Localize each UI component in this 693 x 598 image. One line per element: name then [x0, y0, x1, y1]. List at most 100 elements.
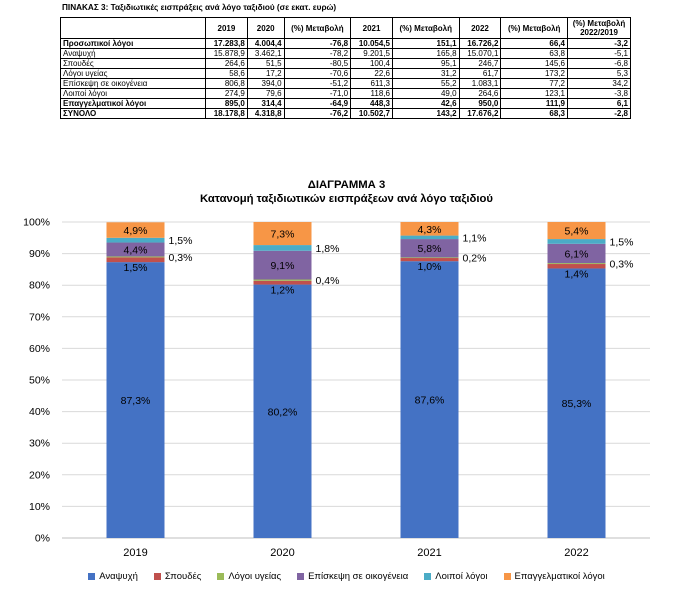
data-label: 9,1%: [271, 260, 295, 272]
data-label: 0,3%: [169, 252, 193, 264]
data-label: 7,3%: [271, 229, 295, 241]
data-label: 0,4%: [316, 275, 340, 287]
legend-label: Επίσκεψη σε οικογένεια: [308, 571, 409, 582]
bar-segment: [400, 261, 459, 538]
bar-segment: [253, 279, 312, 281]
legend-swatch: [153, 573, 161, 580]
y-tick-label: 70%: [29, 311, 50, 323]
data-label: 5,4%: [565, 226, 589, 238]
data-label: 80,2%: [268, 406, 298, 418]
table-row: Λόγοι υγείας 58,6 17,2 -70,6 22,6 31,2 61,7 173…: [60, 68, 631, 79]
legend-swatch: [88, 573, 96, 580]
x-tick-label: 2022: [564, 547, 588, 559]
bar-segment: [400, 222, 459, 236]
table-row: Αναψυχή 15.878,9 3.462,1 -78,2 9.201,5 165,8 1…: [60, 48, 631, 59]
bar-segment: [400, 235, 459, 240]
bar-segment: [400, 258, 459, 262]
legend-item: Επαγγελματικοί λόγοι: [503, 571, 605, 582]
bar-segment: [106, 222, 165, 238]
bar-segment: [106, 262, 165, 538]
legend-label: Λοιποί λόγοι: [435, 571, 488, 582]
bar-segment: [106, 237, 165, 243]
table-cell: 18.178,8: [205, 108, 248, 119]
bar-segment: [253, 250, 312, 280]
legend-label: Λόγοι υγείας: [228, 571, 282, 582]
data-label: 4,9%: [124, 225, 148, 237]
data-label: 1,1%: [463, 232, 487, 244]
data-label: 87,3%: [121, 395, 151, 407]
bar-segment: [547, 264, 606, 269]
table-row: ΣΥΝΟΛΟ 18.178,8 4.318,8 -76,2 10.502,7 143,2 1…: [60, 108, 631, 119]
data-label: 1,5%: [610, 236, 634, 248]
legend-swatch: [424, 573, 432, 580]
bar-segment: [547, 222, 606, 240]
table-row: Επαγγελματικοί λόγοι 895,0 314,4 -64,9 448,3…: [60, 98, 631, 109]
row-label: ΣΥΝΟΛΟ: [60, 108, 206, 119]
x-tick-label: 2021: [417, 547, 441, 559]
legend-label: Αναψυχή: [99, 571, 138, 582]
legend-item: Λόγοι υγείας: [217, 571, 281, 582]
bar-segment: [547, 243, 606, 264]
table-body: Προσωπικοί λόγοι 17.283,8 4.004,4 -76,8 10.0…: [60, 38, 631, 119]
y-tick-label: 50%: [29, 375, 50, 387]
y-tick-label: 0%: [35, 533, 50, 545]
y-tick-label: 40%: [29, 406, 50, 418]
bar-segment: [106, 242, 165, 257]
data-label: 0,2%: [463, 253, 487, 265]
data-label: 4,4%: [124, 244, 148, 256]
bar-segment: [253, 222, 312, 246]
legend-item: Επίσκεψη σε οικογένεια: [297, 571, 408, 582]
y-tick-label: 60%: [29, 343, 50, 355]
data-label: 1,5%: [124, 262, 148, 274]
table-header-row: 2019 2020 (%) Μεταβολή 2021 (%) Μεταβολή…: [60, 17, 631, 39]
x-tick-label: 2019: [123, 547, 147, 559]
x-tick-label: 2020: [270, 547, 294, 559]
table-header-cell: 2022: [458, 17, 502, 39]
bar-segment: [400, 239, 459, 258]
receipts-table: 2019 2020 (%) Μεταβολή 2021 (%) Μεταβολή…: [60, 17, 631, 119]
chart-legend: Αναψυχή Σπουδές Λόγοι υγείας Επίσκεψη σε οι…: [0, 571, 693, 582]
chart-title: ΔΙΑΓΡΑΜΜΑ 3: [307, 179, 386, 191]
legend-item: Αναψυχή: [88, 571, 138, 582]
y-tick-label: 80%: [29, 280, 50, 292]
data-label: 1,2%: [271, 285, 295, 297]
table-row: Σπουδές 264,6 51,5 -80,5 100,4 95,1 246,7 145,6…: [60, 58, 631, 69]
bar-segment: [547, 239, 606, 244]
table-title: ΠΙΝΑΚΑΣ 3: Ταξιδιωτικές εισπράξεις ανά λ…: [62, 3, 337, 12]
legend-label: Επαγγελματικοί λόγοι: [514, 571, 605, 582]
y-tick-label: 100%: [23, 217, 50, 229]
legend-swatch: [297, 573, 305, 580]
bar-segment: [547, 263, 606, 265]
data-label: 1,4%: [565, 268, 589, 280]
y-tick-label: 20%: [29, 469, 50, 481]
table-cell: 17.676,2: [458, 108, 502, 119]
bar-segment: [400, 257, 459, 259]
data-label: 87,6%: [415, 395, 445, 407]
chart-subtitle: Κατανομή ταξιδιωτικών εισπράξεων ανά λόγ…: [200, 193, 493, 205]
data-label: 85,3%: [562, 398, 592, 410]
bar-segment: [253, 245, 312, 251]
y-tick-label: 10%: [29, 501, 50, 513]
bar-segment: [253, 284, 312, 538]
table-cell: 10.502,7: [350, 108, 393, 119]
legend-item: Λοιποί λόγοι: [424, 571, 488, 582]
data-label: 5,8%: [418, 243, 442, 255]
legend-label: Σπουδές: [164, 571, 202, 582]
bar-segment: [106, 257, 165, 263]
legend-swatch: [217, 573, 225, 580]
data-label: 1,0%: [418, 261, 442, 273]
bar-segment: [547, 268, 606, 538]
legend-item: Σπουδές: [153, 571, 202, 582]
data-label: 1,5%: [169, 235, 193, 247]
data-label: 0,3%: [610, 259, 634, 271]
data-label: 6,1%: [565, 248, 589, 260]
bar-segment: [253, 280, 312, 285]
legend-swatch: [503, 573, 511, 580]
table-row: Προσωπικοί λόγοι 17.283,8 4.004,4 -76,8 10.0…: [60, 38, 631, 49]
y-tick-label: 30%: [29, 438, 50, 450]
data-label: 1,8%: [316, 243, 340, 255]
data-label: 4,3%: [418, 224, 442, 236]
bar-segment: [106, 256, 165, 258]
y-tick-label: 90%: [29, 248, 50, 260]
